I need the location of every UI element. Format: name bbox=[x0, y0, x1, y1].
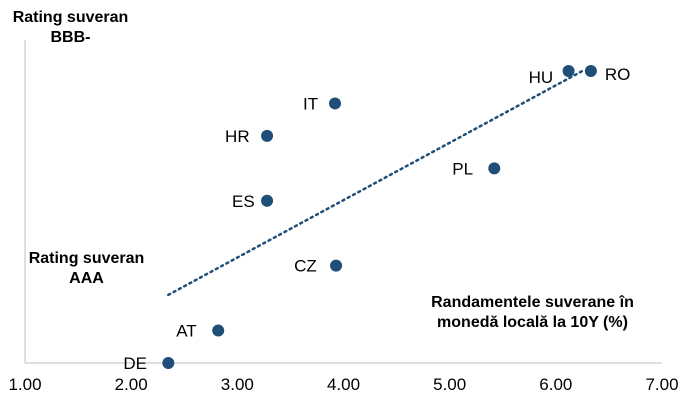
point-label-es: ES bbox=[232, 192, 255, 211]
x-tick-label: 7.00 bbox=[645, 375, 678, 394]
annotation-aaa: Rating suveran AAA bbox=[28, 250, 145, 287]
point-de bbox=[162, 357, 175, 369]
point-cz bbox=[330, 259, 343, 272]
trendline-group bbox=[167, 69, 584, 297]
axes: 1.00 2.00 3.00 4.00 5.00 6.00 7.00 bbox=[8, 40, 679, 394]
x-tick-label: 4.00 bbox=[327, 375, 360, 394]
point-label-at: AT bbox=[176, 322, 196, 341]
point-it bbox=[329, 97, 342, 110]
point-hu bbox=[562, 65, 575, 77]
point-label-cz: CZ bbox=[294, 257, 317, 276]
point-label-de: DE bbox=[123, 354, 147, 373]
x-tick-label: 6.00 bbox=[539, 375, 572, 394]
point-label-ro: RO bbox=[605, 65, 631, 84]
point-at bbox=[212, 324, 225, 337]
data-points: DE AT CZ ES HR IT PL HU RO bbox=[123, 65, 630, 373]
trendline bbox=[167, 69, 584, 297]
annotation-bbb-minus: Rating suveran BBB- bbox=[12, 9, 129, 46]
point-label-it: IT bbox=[303, 94, 318, 113]
point-hr bbox=[261, 129, 274, 142]
point-pl bbox=[488, 162, 501, 175]
x-axis-title: Randamentele suverane în monedă locală l… bbox=[431, 294, 634, 331]
x-tick-label: 1.00 bbox=[8, 375, 41, 394]
x-tick-label: 2.00 bbox=[115, 375, 148, 394]
point-label-hr: HR bbox=[225, 127, 250, 146]
point-label-pl: PL bbox=[452, 159, 473, 178]
point-ro bbox=[584, 65, 597, 77]
point-label-hu: HU bbox=[529, 68, 554, 87]
x-tick-label: 5.00 bbox=[433, 375, 466, 394]
point-es bbox=[261, 194, 274, 207]
x-tick-label: 3.00 bbox=[221, 375, 254, 394]
